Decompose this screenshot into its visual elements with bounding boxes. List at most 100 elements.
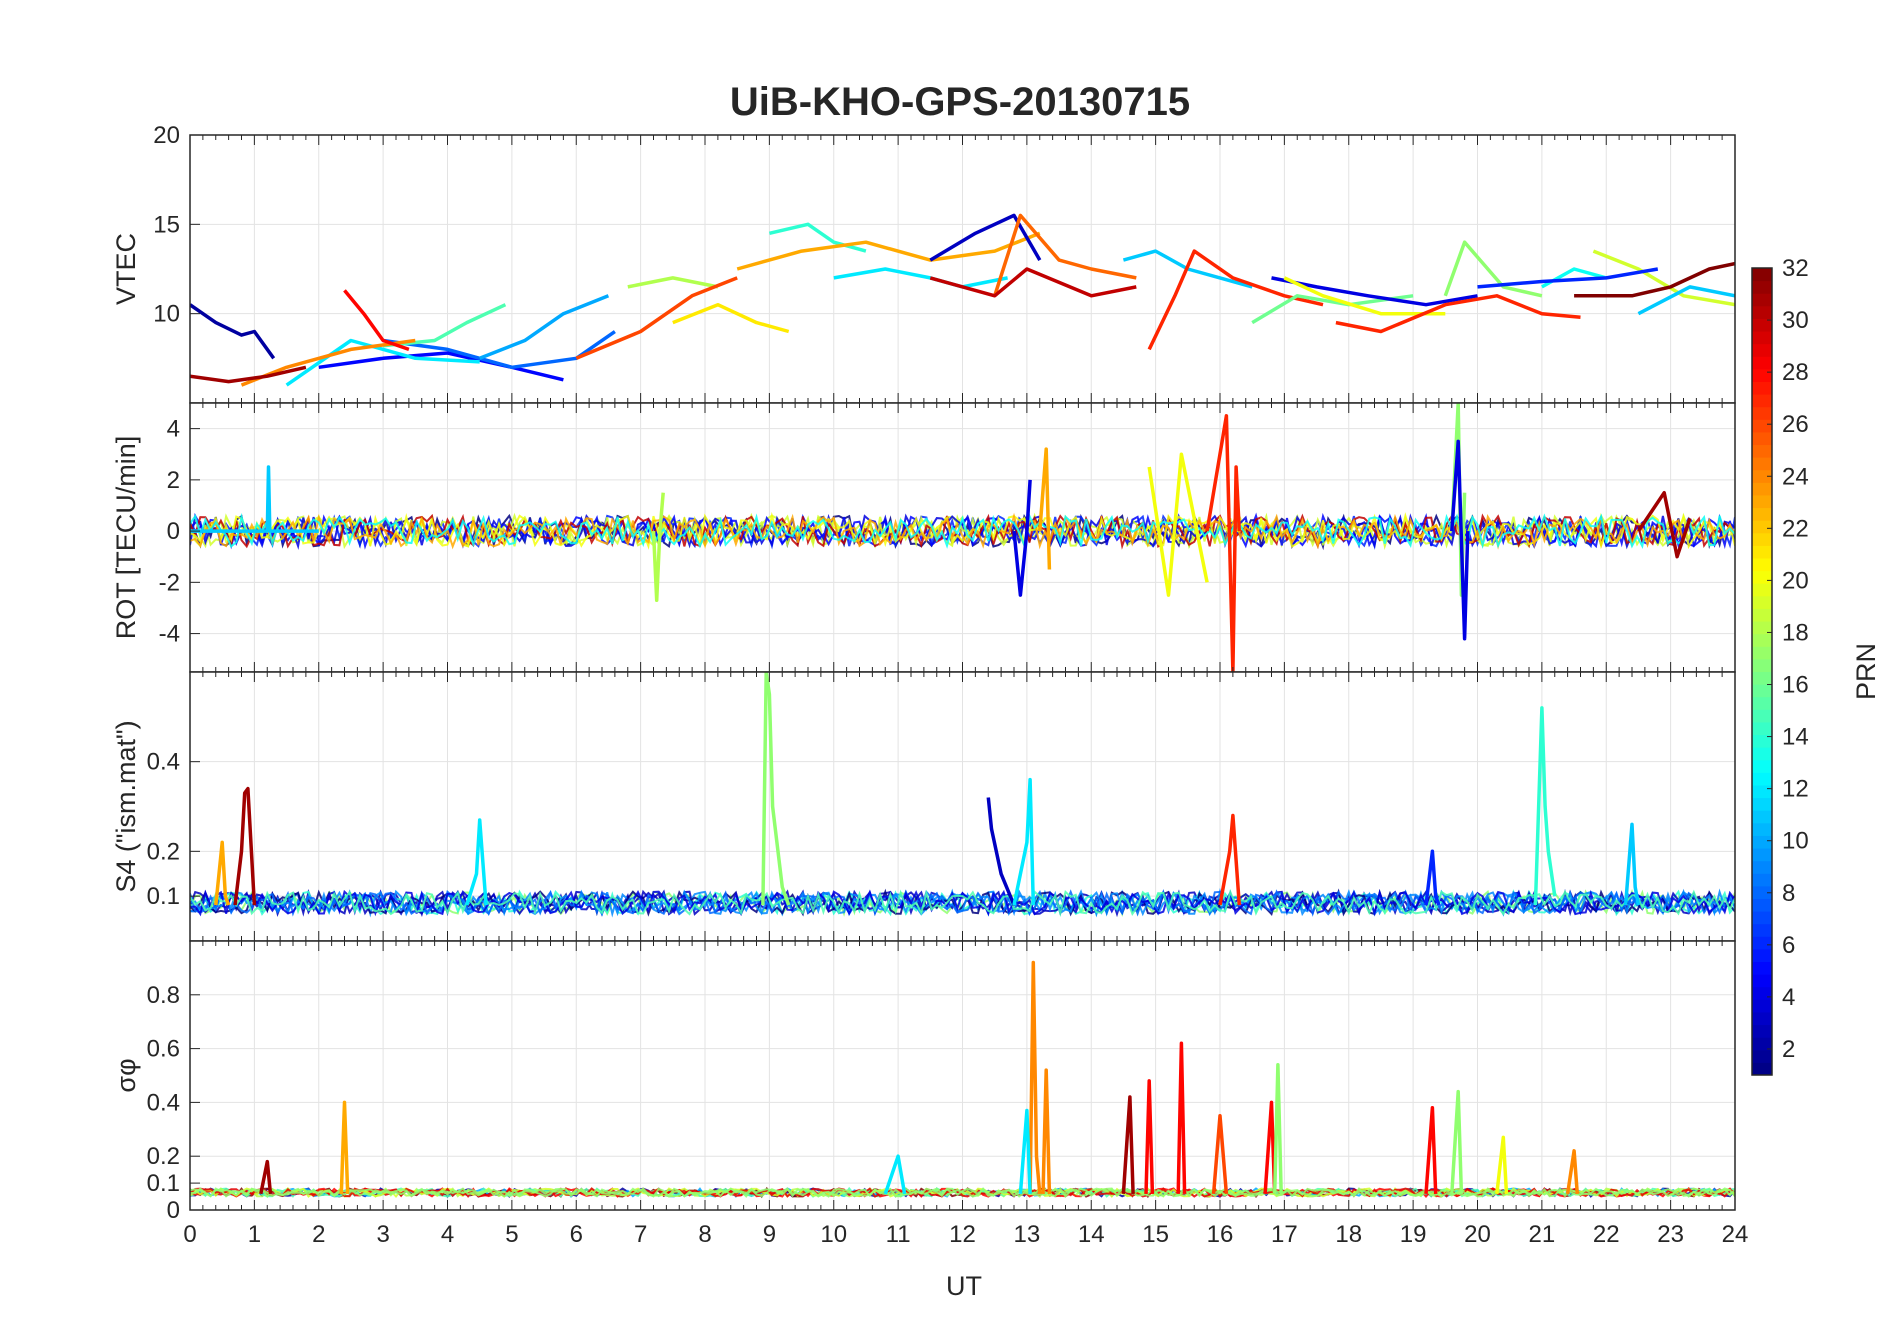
series-prn-19 <box>1592 249 1735 307</box>
series-group <box>190 403 1735 672</box>
colorbar-swatch <box>1752 520 1772 534</box>
colorbar-tick-label: 16 <box>1782 672 1809 699</box>
x-tick-label: 9 <box>763 1221 776 1248</box>
series-prn-11 <box>1637 285 1735 316</box>
colorbar-swatch <box>1752 469 1772 483</box>
colorbar-swatch <box>1752 923 1772 937</box>
series-prn-11 <box>1623 822 1641 906</box>
x-tick-label: 5 <box>505 1221 518 1248</box>
series-prn-27 <box>1335 294 1581 334</box>
y-tick-label: -4 <box>159 621 180 648</box>
colorbar-swatch <box>1752 658 1772 672</box>
y-tick-label: 0.2 <box>147 838 180 865</box>
x-tick-label: 22 <box>1593 1221 1620 1248</box>
colorbar-swatch <box>1752 482 1772 496</box>
series-prn-17 <box>761 672 791 906</box>
x-tick-label: 1 <box>248 1221 261 1248</box>
colorbar-swatch <box>1752 431 1772 446</box>
colorbar-tick-label: 8 <box>1782 880 1795 907</box>
colorbar-swatch <box>1752 671 1772 685</box>
y-axis-label: ROT [TECU/min] <box>111 436 141 640</box>
panel-s4: 0.1 0.2 0.4S4 ("ism.mat") <box>111 671 1736 942</box>
colorbar-swatch <box>1752 885 1772 899</box>
x-tick-label: 13 <box>1014 1221 1041 1248</box>
series-prn-10 <box>479 294 610 360</box>
y-tick-label: 0.8 <box>147 982 180 1009</box>
y-tick-label: 0 <box>167 518 180 545</box>
colorbar-tick-label: 18 <box>1782 619 1809 646</box>
series-prn-12 <box>1018 1108 1032 1195</box>
series-prn-4 <box>1271 276 1478 307</box>
y-tick-label: 4 <box>167 416 180 443</box>
x-tick-label: 24 <box>1722 1221 1749 1248</box>
colorbar-tick-label: 22 <box>1782 515 1809 542</box>
colorbar-swatch <box>1752 784 1772 799</box>
series-prn-24 <box>1565 1149 1580 1195</box>
x-tick-label: 14 <box>1078 1221 1105 1248</box>
colorbar-swatch <box>1752 419 1772 433</box>
colorbar-tick-label: 26 <box>1782 411 1809 438</box>
y-axis-label: S4 ("ism.mat") <box>111 720 141 892</box>
colorbar-swatch <box>1752 709 1772 723</box>
series-prn-3 <box>929 213 1042 262</box>
colorbar-swatch <box>1752 898 1772 912</box>
series-prn-23 <box>736 231 1041 271</box>
series-prn-24 <box>1028 960 1042 1195</box>
series-prn-26 <box>575 276 738 360</box>
y-tick-label: 2 <box>167 467 180 494</box>
colorbar-swatch <box>1752 621 1772 635</box>
series-prn-12 <box>1012 777 1036 906</box>
colorbar-tick-label: 10 <box>1782 828 1809 855</box>
colorbar-swatch <box>1752 848 1772 862</box>
colorbar-swatch <box>1752 394 1772 408</box>
noise-trace <box>190 512 1735 550</box>
series-prn-30 <box>929 267 1137 298</box>
colorbar-swatch <box>1752 595 1772 609</box>
colorbar-swatch <box>1752 494 1772 509</box>
colorbar-swatch <box>1752 911 1772 925</box>
series-prn-27 <box>1218 813 1242 906</box>
colorbar-tick-label: 32 <box>1782 255 1809 282</box>
colorbar-tick-label: 28 <box>1782 359 1809 386</box>
panel-vtec: 10 15 20 VTEC <box>111 122 1736 404</box>
series-group <box>190 960 1735 1199</box>
series-prn-25 <box>993 213 1137 297</box>
colorbar-swatch <box>1752 280 1772 294</box>
colorbar-swatch <box>1752 936 1772 950</box>
x-tick-label: 2 <box>312 1221 325 1248</box>
x-tick-label: 23 <box>1657 1221 1684 1248</box>
x-tick-label: 16 <box>1207 1221 1234 1248</box>
series-prn-31 <box>233 786 257 906</box>
colorbar-swatch <box>1752 1037 1772 1051</box>
x-tick-label: 7 <box>634 1221 647 1248</box>
noise-trace <box>190 888 1735 917</box>
colorbar-swatch <box>1752 873 1772 887</box>
series-prn-28 <box>1144 1079 1155 1194</box>
series-prn-31 <box>1121 1095 1135 1195</box>
colorbar-label: PRN <box>1851 643 1881 700</box>
colorbar-swatch <box>1752 797 1772 811</box>
series-prn-20 <box>1147 452 1209 597</box>
x-tick-label: 6 <box>570 1221 583 1248</box>
colorbar-tick-label: 14 <box>1782 724 1809 751</box>
colorbar-swatch <box>1752 406 1772 420</box>
series-prn-17 <box>1272 1062 1283 1194</box>
y-tick-label: 0.4 <box>147 749 180 776</box>
colorbar-tick-label: 2 <box>1782 1036 1795 1063</box>
series-prn-18 <box>627 276 719 289</box>
x-axis-label: UT <box>946 1271 982 1301</box>
series-prn-23 <box>1038 447 1052 570</box>
colorbar-swatch <box>1752 684 1772 698</box>
series-prn-16 <box>1251 294 1414 325</box>
series-prn-14 <box>1533 706 1557 906</box>
colorbar-swatch <box>1752 1062 1772 1076</box>
x-tick-label: 18 <box>1335 1221 1362 1248</box>
colorbar-swatch <box>1752 974 1772 988</box>
series-prn-5 <box>318 351 564 382</box>
noise-trace <box>190 511 1735 550</box>
y-tick-label: 0.2 <box>147 1143 180 1170</box>
x-tick-label: 17 <box>1271 1221 1298 1248</box>
y-tick-label: 20 <box>153 122 180 149</box>
x-tick-label: 10 <box>820 1221 847 1248</box>
